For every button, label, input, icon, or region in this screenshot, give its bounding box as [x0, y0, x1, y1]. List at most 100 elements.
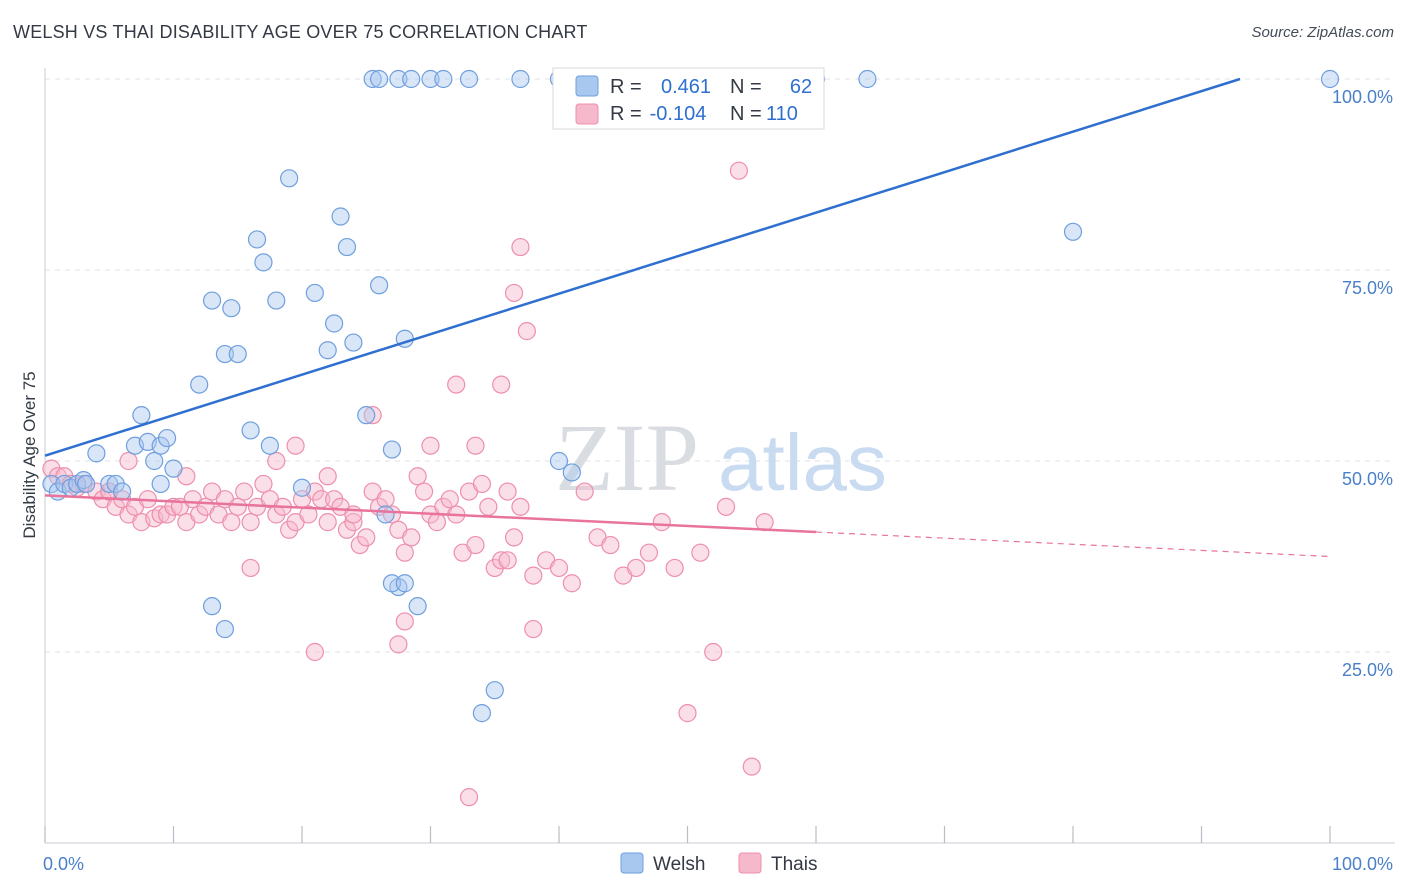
y-tick-label: 50.0%: [1342, 469, 1393, 489]
thai-point: [704, 642, 723, 662]
y-tick-label: 25.0%: [1342, 660, 1393, 680]
thai-r-label: R =: [610, 103, 642, 125]
welsh-point: [87, 444, 106, 463]
welsh-series-label: Welsh: [653, 854, 705, 875]
thai-point: [492, 375, 511, 394]
thai-point: [395, 612, 414, 631]
welsh-point: [357, 406, 376, 425]
welsh-point: [215, 344, 234, 364]
welsh-r-label: R =: [610, 76, 642, 98]
welsh-point: [395, 574, 414, 593]
thai-point: [280, 520, 299, 539]
thai-point: [504, 283, 524, 303]
welsh-point: [382, 440, 402, 459]
thai-point: [729, 161, 749, 180]
thai-point: [241, 558, 260, 578]
thai-point: [524, 566, 543, 585]
thai-point: [100, 482, 119, 501]
welsh-point: [241, 421, 260, 440]
thai-point: [337, 520, 357, 539]
thai-point: [517, 322, 536, 341]
welsh-point: [260, 436, 279, 455]
welsh-point: [402, 69, 421, 89]
thai-point: [742, 757, 761, 776]
welsh-point: [389, 69, 408, 89]
welsh-point: [42, 474, 61, 494]
thai-n-label: N =: [730, 103, 762, 125]
welsh-point: [421, 69, 440, 89]
thai-point: [479, 497, 498, 516]
thai-point: [691, 543, 710, 562]
welsh-point: [151, 436, 170, 455]
welsh-point: [549, 451, 569, 471]
thai-point: [235, 482, 254, 501]
thai-point: [344, 513, 363, 532]
thai-point: [395, 543, 414, 562]
chart-title: WELSH VS THAI DISABILITY AGE OVER 75 COR…: [13, 22, 588, 42]
welsh-point: [325, 314, 344, 333]
welsh-point: [106, 474, 125, 494]
welsh-series-swatch: [620, 852, 644, 874]
welsh-point: [215, 619, 234, 639]
thai-point: [440, 490, 459, 509]
welsh-trend-line: [44, 77, 1241, 457]
y-axis-label: Disability Age Over 75: [20, 371, 39, 538]
welsh-point: [228, 344, 247, 364]
watermark-zip: ZIP: [555, 404, 699, 511]
welsh-point: [344, 333, 363, 352]
welsh-n-label: N =: [730, 76, 762, 98]
thai-series-swatch: [738, 852, 762, 874]
thai-point: [350, 535, 369, 555]
welsh-point: [459, 69, 479, 89]
thai-trend-line: [44, 494, 817, 534]
thai-point: [318, 467, 337, 486]
thai-point: [325, 490, 344, 509]
thai-point: [466, 436, 485, 455]
thai-point: [575, 482, 594, 501]
thai-point: [382, 505, 402, 524]
source-label: Source: ZipAtlas.com: [1251, 24, 1394, 41]
thai-point: [389, 635, 408, 654]
x-tick-label-min: 0.0%: [43, 854, 84, 874]
welsh-point: [858, 69, 877, 89]
thai-point: [524, 619, 543, 639]
thai-point: [222, 513, 241, 532]
thai-point: [498, 482, 517, 501]
welsh-point: [157, 428, 177, 448]
welsh-point: [370, 69, 389, 89]
welsh-point: [337, 237, 357, 257]
welsh-point: [511, 69, 530, 89]
trend-lines: [44, 77, 1331, 558]
thai-point: [504, 528, 524, 547]
welsh-point: [331, 207, 350, 226]
thai-point: [376, 490, 395, 509]
welsh-point: [280, 169, 299, 188]
stats-legend: R = 0.461 N = 62 R = -0.104 N = 110: [552, 67, 825, 130]
welsh-point: [145, 451, 164, 471]
thai-trend-extension: [815, 531, 1331, 558]
welsh-point: [77, 474, 96, 494]
thai-point: [363, 406, 382, 425]
thai-point: [626, 558, 646, 578]
welsh-point: [434, 69, 453, 89]
thai-point: [511, 237, 530, 257]
thai-point: [511, 497, 530, 516]
watermark: ZIP atlas: [555, 404, 887, 511]
welsh-point: [202, 291, 222, 310]
thai-point: [421, 436, 440, 455]
welsh-n-value: 62: [790, 76, 812, 98]
welsh-point: [408, 597, 427, 616]
thai-point: [665, 558, 684, 578]
welsh-point: [382, 574, 402, 593]
thai-point: [459, 788, 479, 807]
thai-point: [228, 497, 247, 516]
thai-point: [562, 574, 581, 593]
welsh-point: [267, 291, 286, 310]
welsh-point: [562, 463, 581, 482]
welsh-point: [472, 704, 491, 723]
thai-point: [652, 513, 671, 532]
welsh-point: [202, 597, 222, 616]
welsh-point: [151, 474, 170, 494]
welsh-point: [1320, 69, 1340, 89]
thai-point: [408, 467, 427, 486]
